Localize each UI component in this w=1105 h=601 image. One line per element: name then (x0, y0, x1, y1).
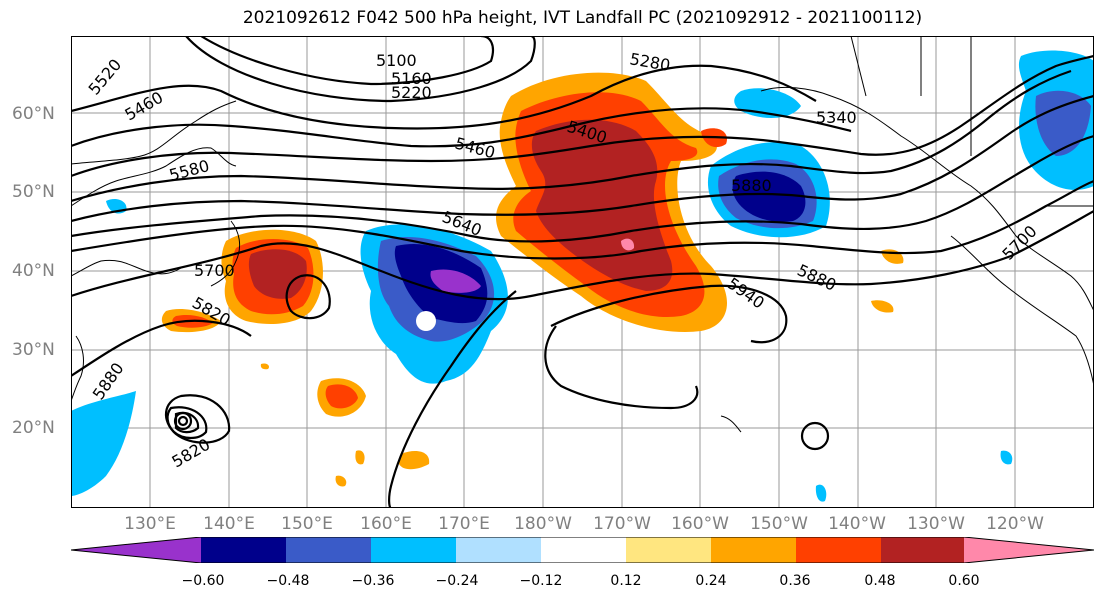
contour-label: 5460 (453, 134, 497, 163)
colorbar-segment (201, 537, 286, 563)
contour-label: 5700 (194, 261, 235, 280)
lon-label: 150°E (281, 514, 333, 534)
colorbar-segment (71, 537, 201, 563)
colorbar-tick: −0.12 (519, 573, 563, 589)
lon-label: 140°E (203, 514, 255, 534)
lon-label: 170°E (438, 514, 490, 534)
colorbar-tick: 0.48 (864, 573, 896, 589)
contour-label: 5520 (85, 55, 126, 98)
lon-label: 160°W (671, 514, 729, 534)
contour-label: 5280 (628, 49, 671, 75)
coastlines (71, 36, 1094, 433)
colorbar-segment (371, 537, 456, 563)
contour-label: 5160 (391, 69, 432, 88)
map-panel[interactable]: 5520 5460 5100 5160 5220 5280 5340 5400 … (71, 36, 1094, 508)
map-title: 2021092612 F042 500 hPa height, IVT Land… (242, 8, 923, 28)
contour-label: 5100 (376, 51, 417, 70)
map-layers: 5520 5460 5100 5160 5220 5280 5340 5400 … (71, 36, 1094, 508)
colorbar-tick: 0.12 (610, 573, 642, 589)
lon-label: 120°W (986, 514, 1044, 534)
colorbar-tick: 0.36 (779, 573, 811, 589)
height-contours (71, 36, 1094, 508)
contour-label: 5220 (391, 83, 432, 102)
lon-label: 130°W (907, 514, 965, 534)
colorbar-tick: −0.36 (351, 573, 395, 589)
lon-label: 130°E (124, 514, 176, 534)
lon-label: 140°W (828, 514, 886, 534)
lon-label: 180°W (514, 514, 572, 534)
lon-label: 150°W (750, 514, 808, 534)
lat-label: 20°N (12, 418, 55, 438)
shading-negative (71, 50, 1094, 502)
contour-label: 5940 (724, 274, 768, 313)
colorbar-segment (286, 537, 371, 563)
colorbar-tick: 0.24 (695, 573, 727, 589)
colorbar-segment (626, 537, 711, 563)
colorbar-tick: −0.60 (181, 573, 225, 589)
colorbar-segment (711, 537, 796, 563)
contour-label: 5580 (167, 156, 211, 185)
colorbar-segment (456, 537, 541, 563)
contour-label: 5340 (816, 108, 857, 127)
contour-label: 5880 (731, 176, 772, 195)
lat-label: 60°N (12, 104, 55, 124)
colorbar-segment (541, 537, 626, 563)
lat-label: 50°N (12, 182, 55, 202)
lon-label: 160°E (360, 514, 412, 534)
colorbar-tick: 0.60 (948, 573, 980, 589)
contour-label: 5460 (122, 88, 167, 125)
colorbar-tick: −0.24 (435, 573, 479, 589)
colorbar-segment (964, 537, 1094, 563)
colorbar-tick: −0.48 (266, 573, 310, 589)
colorbar (71, 537, 1094, 563)
colorbar-segment (796, 537, 881, 563)
colorbar-segment (881, 537, 964, 563)
lat-label: 30°N (12, 340, 55, 360)
lat-label: 40°N (12, 261, 55, 281)
lon-label: 170°W (593, 514, 651, 534)
contour-label: 5880 (794, 260, 839, 294)
